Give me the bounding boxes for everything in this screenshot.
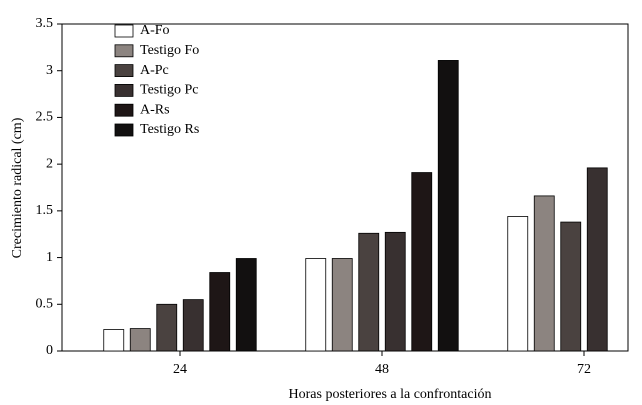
bar <box>103 329 125 352</box>
legend-label: A-Fo <box>140 23 170 38</box>
y-tick-label: 3 <box>46 63 53 78</box>
bar <box>586 167 608 352</box>
bar <box>129 328 151 352</box>
y-tick-label: 3.5 <box>36 16 54 31</box>
x-tick-label: 72 <box>577 362 591 377</box>
bar <box>156 303 178 352</box>
legend-swatch <box>114 123 134 137</box>
y-tick-label: 2.5 <box>36 110 54 125</box>
legend-label: Testigo Pc <box>140 83 199 98</box>
bar <box>507 216 529 352</box>
legend-label: Testigo Fo <box>140 43 199 58</box>
bar <box>235 258 257 352</box>
bar <box>437 60 459 352</box>
legend-swatch <box>114 44 134 58</box>
bar <box>384 231 406 352</box>
legend-label: A-Pc <box>140 63 169 78</box>
legend-swatch <box>114 24 134 38</box>
legend-label: A-Rs <box>140 102 170 117</box>
y-tick-label: 1 <box>46 250 53 265</box>
bar <box>182 299 204 352</box>
x-tick-label: 24 <box>173 362 187 377</box>
legend-label: Testigo Rs <box>140 122 199 137</box>
bar <box>533 195 555 352</box>
y-tick-label: 0.5 <box>36 297 54 312</box>
legend-swatch <box>114 84 134 97</box>
y-tick-label: 1.5 <box>36 203 54 218</box>
bar <box>560 221 582 352</box>
bar <box>331 258 353 352</box>
y-tick-label: 2 <box>46 156 53 171</box>
x-axis-label: Horas posteriores a la confrontación <box>289 387 492 402</box>
legend-swatch <box>114 64 134 77</box>
y-tick-label: 0 <box>46 343 53 358</box>
legend-swatch <box>114 103 134 117</box>
bar <box>305 258 327 352</box>
y-axis-label: Crecimiento radical (cm) <box>10 117 25 258</box>
x-tick-label: 48 <box>375 362 389 377</box>
bar <box>411 172 433 352</box>
bar <box>209 272 231 352</box>
bar <box>358 232 380 352</box>
